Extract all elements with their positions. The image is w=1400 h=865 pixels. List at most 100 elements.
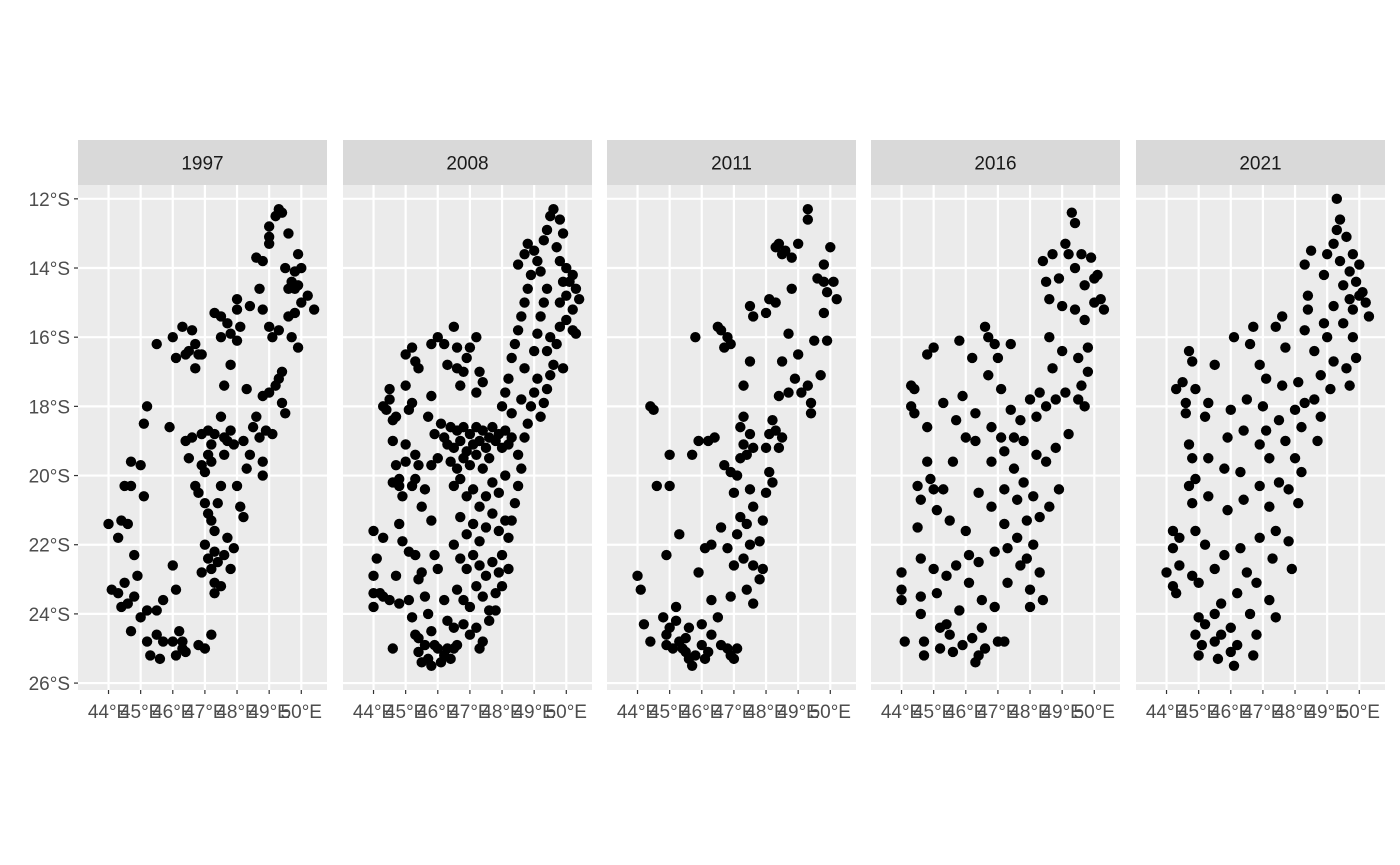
data-point	[112, 532, 124, 544]
data-point	[1203, 491, 1214, 502]
data-point	[1299, 259, 1310, 270]
data-point	[413, 646, 424, 658]
data-point	[1203, 397, 1214, 409]
y-tick-label: 12°S	[29, 190, 70, 211]
data-point	[1334, 214, 1346, 225]
x-tick-label: 49°E	[248, 702, 289, 723]
data-point	[522, 418, 533, 429]
facet-strip	[607, 140, 856, 185]
data-point	[1028, 491, 1039, 502]
data-point	[570, 283, 582, 294]
data-point	[1011, 494, 1023, 505]
data-point	[451, 584, 463, 595]
data-point	[738, 380, 749, 391]
data-point	[222, 532, 233, 544]
data-point	[247, 421, 259, 433]
x-tick-label: 48°E	[745, 702, 786, 723]
data-point	[706, 594, 717, 606]
data-point	[490, 605, 501, 616]
data-point	[1238, 494, 1249, 505]
data-point	[703, 646, 714, 658]
data-point	[474, 366, 485, 377]
data-point	[368, 525, 379, 537]
data-point	[973, 487, 984, 499]
data-point	[767, 477, 778, 488]
data-point	[1241, 394, 1253, 405]
data-point	[426, 338, 437, 350]
data-point	[931, 504, 943, 516]
data-point	[439, 338, 450, 350]
data-point	[257, 255, 268, 267]
x-tick-label: 47°E	[1242, 702, 1283, 723]
data-point	[931, 587, 943, 599]
data-point	[1280, 342, 1291, 353]
data-point	[944, 629, 955, 640]
data-point	[432, 331, 443, 343]
data-point	[1299, 325, 1310, 336]
data-point	[202, 553, 214, 564]
data-point	[1254, 480, 1265, 492]
data-point	[532, 328, 543, 339]
data-point	[122, 518, 133, 530]
data-point	[1053, 484, 1065, 495]
data-point	[1360, 297, 1371, 308]
data-point	[157, 636, 169, 647]
data-point	[381, 404, 392, 416]
data-point	[429, 428, 440, 440]
data-point	[541, 224, 553, 236]
data-point	[231, 335, 243, 346]
data-point	[135, 459, 146, 471]
data-point	[190, 363, 201, 374]
data-point	[1283, 484, 1294, 495]
data-point	[690, 650, 701, 661]
data-point	[802, 214, 814, 225]
data-point	[458, 453, 469, 464]
data-point	[451, 639, 463, 651]
data-point	[760, 442, 772, 454]
x-tick-label: 47°E	[184, 702, 225, 723]
data-point	[783, 387, 794, 398]
data-point	[686, 449, 698, 460]
data-point	[406, 342, 418, 353]
data-point	[283, 228, 294, 239]
data-point	[435, 418, 447, 429]
data-point	[1005, 404, 1016, 416]
data-point	[573, 293, 585, 305]
data-point	[744, 428, 756, 440]
data-point	[735, 421, 746, 433]
data-point	[480, 442, 492, 454]
x-tick-label: 44°E	[881, 702, 922, 723]
data-point	[541, 345, 553, 357]
x-tick-label: 45°E	[120, 702, 161, 723]
data-point	[960, 525, 971, 537]
data-point	[422, 608, 434, 620]
data-point	[267, 331, 278, 343]
data-point	[474, 560, 485, 571]
data-point	[1044, 293, 1055, 305]
data-point	[1092, 269, 1103, 281]
data-point	[760, 487, 772, 499]
data-point	[909, 408, 920, 419]
data-point	[235, 321, 246, 333]
data-point	[225, 359, 236, 371]
data-point	[215, 581, 227, 592]
data-point	[561, 314, 572, 326]
data-point	[222, 318, 233, 329]
data-point	[1338, 280, 1349, 291]
data-point	[1251, 577, 1262, 588]
data-point	[1219, 549, 1230, 561]
y-tick-label: 20°S	[29, 467, 70, 488]
data-point	[1190, 473, 1201, 485]
data-point	[1053, 273, 1065, 284]
data-point	[1167, 525, 1179, 537]
data-point	[254, 432, 265, 443]
data-point	[1273, 415, 1285, 426]
data-point	[967, 352, 978, 364]
data-point	[1328, 300, 1339, 312]
data-point	[1203, 453, 1214, 464]
data-point	[950, 560, 962, 571]
data-point	[1325, 383, 1336, 395]
data-point	[541, 283, 553, 294]
data-point	[1199, 411, 1211, 422]
facet-panel-2021: 2021 44°E45°E46°E47°E48°E49°E50°E	[1136, 140, 1385, 723]
